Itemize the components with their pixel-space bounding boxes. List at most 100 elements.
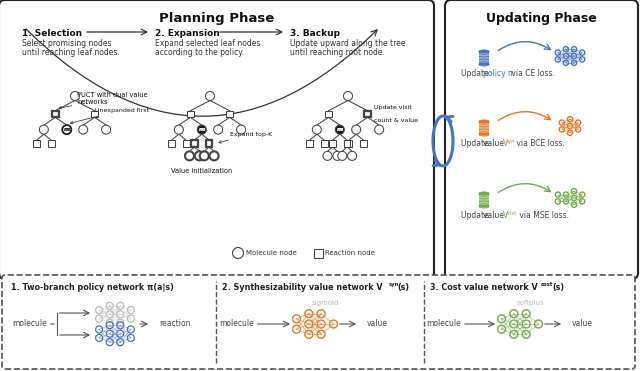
Text: 2. Expansion: 2. Expansion [155,29,220,38]
Circle shape [209,151,219,160]
Text: value: value [483,139,507,148]
Ellipse shape [479,133,489,136]
Text: via MSE loss.: via MSE loss. [517,211,569,220]
Bar [183,140,189,147]
Bar [92,111,98,117]
Text: molecule: molecule [13,319,47,328]
Text: m: m [64,127,70,132]
Text: Expand selected leaf nodes: Expand selected leaf nodes [155,39,260,48]
Circle shape [335,125,344,134]
Text: 3. Backup: 3. Backup [290,29,340,38]
Circle shape [348,151,356,160]
Text: Select promising nodes: Select promising nodes [22,39,111,48]
Text: until reaching leaf nodes.: until reaching leaf nodes. [22,48,120,57]
Text: m: m [198,127,205,132]
Text: 1. Two-branch policy network π(a|s): 1. Two-branch policy network π(a|s) [11,283,174,292]
Text: count & value: count & value [374,118,418,123]
Bar [321,140,328,147]
Text: according to the policy.: according to the policy. [155,48,244,57]
Circle shape [39,125,49,134]
Text: Update upward along the tree: Update upward along the tree [290,39,406,48]
Circle shape [195,151,204,160]
Text: Update: Update [461,69,491,79]
Bar [360,140,367,147]
Text: value: value [483,211,507,220]
Bar [48,140,54,147]
Circle shape [374,125,383,134]
Text: sigmoid: sigmoid [311,300,339,306]
Text: Molecule node: Molecule node [246,250,297,256]
Text: molecule: molecule [220,319,254,328]
Bar [329,140,336,147]
Text: via BCE loss.: via BCE loss. [514,139,565,148]
Bar [314,249,323,257]
Text: Update visit: Update visit [374,105,412,110]
Circle shape [333,151,342,160]
Circle shape [323,151,332,160]
Text: m: m [199,127,205,132]
Circle shape [102,125,111,134]
Circle shape [200,151,209,160]
Circle shape [352,125,361,134]
Text: V: V [502,211,508,220]
FancyBboxPatch shape [445,0,638,279]
Bar [191,140,198,147]
FancyBboxPatch shape [0,0,434,279]
Text: molecule: molecule [427,319,461,328]
Circle shape [197,125,206,134]
Bar [187,111,193,117]
Text: policy π: policy π [483,69,513,79]
Bar [479,121,489,135]
Bar [33,140,40,147]
Bar [479,194,489,207]
Circle shape [62,125,71,134]
Text: Planning Phase: Planning Phase [159,12,274,25]
Bar [364,111,371,117]
Bar [344,140,351,147]
Circle shape [214,125,223,134]
Text: syn: syn [506,139,515,144]
Ellipse shape [479,192,489,195]
Text: reaction: reaction [159,319,191,328]
Circle shape [237,125,246,134]
Text: Unexpanded first: Unexpanded first [70,108,149,124]
Circle shape [232,247,243,259]
Ellipse shape [479,50,489,53]
Text: (s): (s) [552,283,564,292]
Bar [346,140,352,147]
FancyBboxPatch shape [2,275,635,369]
Bar [306,140,313,147]
Text: V: V [502,139,508,148]
Circle shape [205,92,214,101]
Text: value: value [367,319,388,328]
Text: Updating Phase: Updating Phase [486,12,597,25]
Circle shape [70,92,79,101]
Bar [168,140,175,147]
Text: Expand top-K: Expand top-K [219,132,272,143]
Text: syn: syn [389,282,399,287]
Circle shape [62,125,71,134]
Circle shape [174,125,183,134]
Text: via CE loss.: via CE loss. [509,69,555,79]
Text: until reaching root node.: until reaching root node. [290,48,385,57]
Bar [206,140,212,147]
Text: cost: cost [541,282,554,287]
Circle shape [338,151,347,160]
Circle shape [79,125,88,134]
Text: value: value [572,319,593,328]
Circle shape [344,92,353,101]
Text: Value initialization: Value initialization [171,168,232,174]
Text: 1. Selection: 1. Selection [22,29,82,38]
Ellipse shape [479,63,489,66]
Bar [227,111,233,117]
Bar [325,111,332,117]
Circle shape [185,151,194,160]
Bar [479,52,489,65]
Bar [52,111,59,117]
Text: 2. Synthesizability value network V: 2. Synthesizability value network V [222,283,383,292]
Ellipse shape [479,120,489,123]
Text: Update: Update [461,211,491,220]
Text: PUCT with dual value
networks: PUCT with dual value networks [59,92,148,109]
Text: softplus: softplus [516,300,544,306]
Ellipse shape [479,205,489,208]
